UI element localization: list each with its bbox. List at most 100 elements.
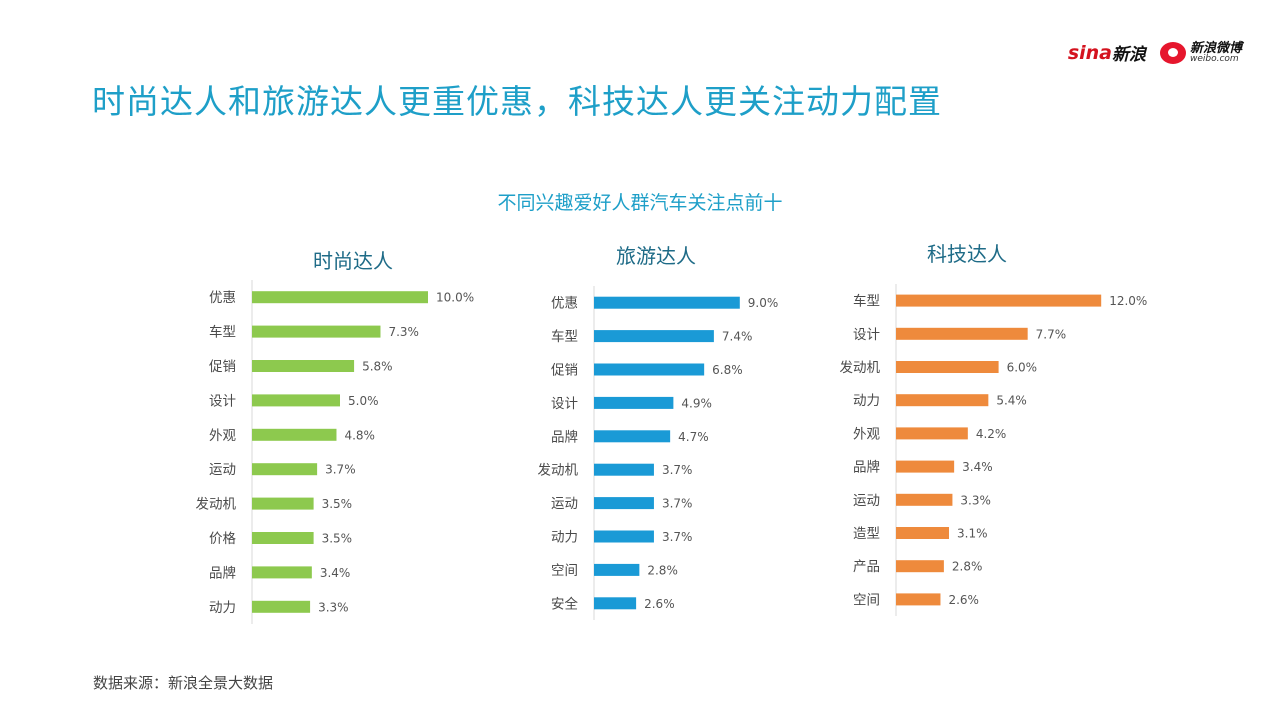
bar [896,527,950,539]
value-label: 2.8% [647,563,678,577]
category-label: 车型 [853,293,880,310]
bar [594,463,654,476]
value-label: 5.0% [348,394,379,408]
bar [252,325,381,338]
bar [896,294,1102,307]
value-label: 3.4% [320,566,351,580]
bar [594,497,654,510]
category-label: 品牌 [209,564,236,581]
weibo-logo-en: weibo.com [1189,53,1239,64]
category-label: 促销 [209,359,236,375]
chart-title: 不同兴趣爱好人群汽车关注点前十 [497,192,783,214]
category-label: 外观 [853,426,881,442]
bar [252,428,337,441]
category-label: 品牌 [551,428,578,445]
category-label: 运动 [853,493,880,509]
bar [594,363,705,376]
category-label: 造型 [853,526,880,542]
category-label: 设计 [853,327,880,343]
bar [896,593,941,606]
value-label: 10.0% [436,291,474,305]
value-label: 7.4% [722,330,753,344]
value-label: 2.6% [644,597,675,611]
category-label: 产品 [853,559,880,575]
bar [252,600,311,613]
bar [594,597,637,610]
category-label: 车型 [551,328,578,345]
bar [896,560,944,573]
bar [594,296,740,309]
category-label: 发动机 [840,360,881,376]
page-title: 时尚达人和旅游达人更重优惠，科技达人更关注动力配置 [92,82,942,121]
weibo-logo: 新浪微博 weibo.com [1159,40,1242,64]
bar [252,360,355,372]
category-label: 价格 [209,531,236,547]
category-label: 优惠 [551,296,578,312]
value-label: 9.0% [748,296,779,310]
bar [896,327,1028,340]
value-label: 3.5% [322,532,353,546]
bar [252,463,318,476]
value-label: 4.8% [344,428,375,442]
weibo-logo-cn: 新浪微博 [1189,40,1242,56]
bar [896,394,989,407]
category-label: 安全 [551,595,579,612]
category-label: 运动 [551,496,578,512]
bar [896,427,968,440]
value-label: 6.0% [1007,361,1038,375]
value-label: 3.3% [960,493,991,507]
category-label: 空间 [853,592,880,608]
value-label: 3.1% [957,527,988,541]
value-label: 4.7% [678,430,709,444]
value-label: 3.7% [662,530,693,544]
bar [594,330,714,343]
category-label: 设计 [551,396,578,412]
value-label: 5.8% [362,360,393,374]
value-label: 3.3% [318,600,349,614]
source-note: 数据来源：新浪全景大数据 [93,674,274,692]
bar [896,493,953,506]
value-label: 4.9% [681,396,712,410]
category-label: 品牌 [853,459,880,476]
value-label: 4.2% [976,427,1007,441]
category-label: 车型 [209,324,236,341]
category-label: 动力 [551,530,578,546]
category-label: 空间 [551,563,578,579]
value-label: 7.7% [1036,327,1067,341]
category-label: 发动机 [538,463,579,479]
panel-title: 科技达人 [927,242,1007,266]
bar [252,291,428,304]
value-label: 3.5% [322,497,353,511]
bar [252,566,312,579]
weibo-eye-icon [1159,41,1186,64]
sina-logo: sina 新浪 [1067,40,1146,66]
bar [896,460,955,473]
bar [252,394,340,407]
value-label: 2.6% [948,593,979,607]
bar [594,430,671,443]
brand-logos: sina 新浪 新浪微博 weibo.com [1068,40,1242,65]
bar [594,563,640,576]
category-label: 运动 [209,462,236,478]
bar [594,530,654,543]
sina-logo-cn: 新浪 [1111,45,1146,65]
value-label: 3.7% [662,463,693,477]
value-label: 3.4% [962,460,993,474]
value-label: 7.3% [388,325,419,339]
bar [896,361,999,373]
bar [252,497,314,510]
bar [594,396,674,409]
value-label: 5.4% [996,394,1027,408]
category-label: 动力 [209,600,236,616]
category-label: 设计 [209,393,236,409]
panel-title: 时尚达人 [313,249,393,273]
value-label: 6.8% [712,363,743,377]
sina-logo-word: sina [1067,41,1112,64]
category-label: 外观 [209,428,236,444]
bar [252,532,314,544]
value-label: 2.8% [952,560,983,574]
category-label: 促销 [551,363,578,379]
category-label: 发动机 [196,497,237,513]
value-label: 12.0% [1109,294,1147,308]
